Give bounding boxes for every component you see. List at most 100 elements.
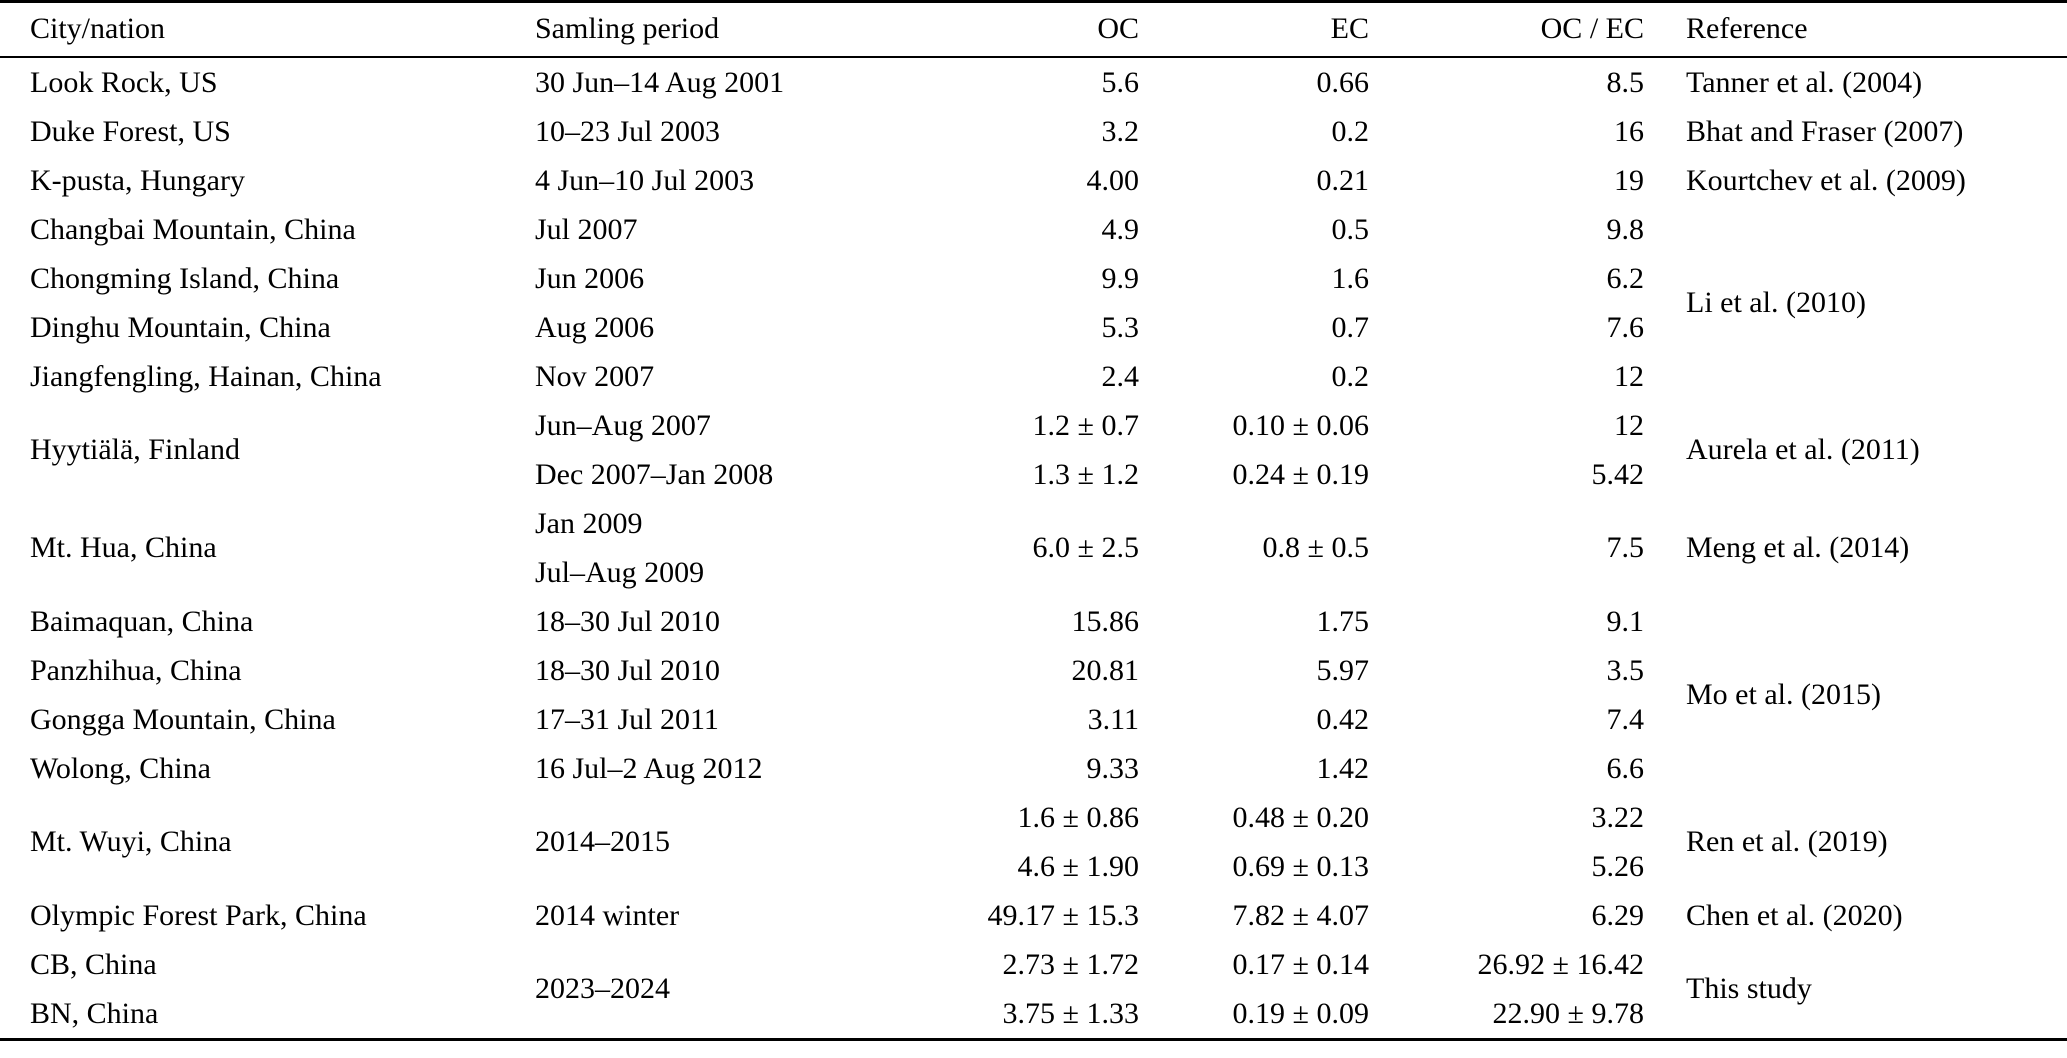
cell-ec: 0.69 ± 0.13 <box>1232 849 1369 883</box>
cell-period: 17–31 Jul 2011 <box>535 702 719 736</box>
cell-period: 30 Jun–14 Aug 2001 <box>535 65 785 99</box>
cell-ref: Meng et al. (2014) <box>1686 531 1910 564</box>
cell-oc: 1.2 ± 0.7 <box>1032 408 1139 442</box>
cell-ec: 0.19 ± 0.09 <box>1232 996 1369 1030</box>
cell-ocec: 19 <box>1614 163 1644 197</box>
column-header-ref: Reference <box>1650 1 2067 58</box>
cell-ocec: 7.4 <box>1606 702 1645 736</box>
cell-city: Look Rock, US <box>30 65 218 99</box>
cell-ref: Ren et al. (2019) <box>1686 825 1888 858</box>
cell-ec: 0.21 <box>1316 163 1370 197</box>
cell-ec: 1.75 <box>1316 604 1370 638</box>
cell-oc: 1.3 ± 1.2 <box>1032 457 1139 491</box>
cell-oc: 9.9 <box>1101 261 1140 295</box>
column-header-period: Samling period <box>535 1 940 58</box>
table-row: CB, China 2023–2024 2.73 ± 1.72 0.17 ± 0.14… <box>0 940 2067 1006</box>
cell-ocec: 6.29 <box>1591 898 1645 932</box>
cell-ocec: 16 <box>1614 114 1644 148</box>
table-row: Gongga Mountain, China 17–31 Jul 2011 3.11… <box>0 695 2067 744</box>
cell-ec: 0.2 <box>1331 359 1370 393</box>
cell-period: 2014 winter <box>535 898 680 932</box>
cell-ec: 0.24 ± 0.19 <box>1232 457 1369 491</box>
cell-ocec: 6.6 <box>1606 751 1645 785</box>
table-row: Changbai Mountain, China Jul 2007 4.9 0.5 9.… <box>0 205 2067 320</box>
cell-city: Mt. Hua, China <box>30 531 217 564</box>
cell-ec: 0.5 <box>1331 212 1370 246</box>
table-header-row: City/nation Samling period OC EC OC / EC Refe… <box>0 1 2067 58</box>
cell-oc: 4.6 ± 1.90 <box>1017 849 1139 883</box>
cell-oc: 3.11 <box>1087 702 1139 736</box>
cell-period: 18–30 Jul 2010 <box>535 604 721 638</box>
cell-city: Gongga Mountain, China <box>30 702 336 736</box>
cell-ocec: 9.1 <box>1606 604 1645 638</box>
cell-period: Jun–Aug 2007 <box>535 408 711 442</box>
cell-ec: 0.10 ± 0.06 <box>1232 408 1369 442</box>
cell-oc: 1.6 ± 0.86 <box>1017 800 1139 834</box>
cell-oc: 2.73 ± 1.72 <box>1002 947 1139 981</box>
cell-oc: 4.00 <box>1086 163 1140 197</box>
cell-period: Jun 2006 <box>535 261 645 295</box>
cell-oc: 20.81 <box>1071 653 1140 687</box>
cell-ec: 1.6 <box>1331 261 1370 295</box>
table-row: K-pusta, Hungary 4 Jun–10 Jul 2003 4.00 0.2… <box>0 156 2067 205</box>
cell-city: Mt. Wuyi, China <box>30 825 232 858</box>
cell-city: Changbai Mountain, China <box>30 212 356 246</box>
column-header-ec: EC <box>1145 1 1375 58</box>
cell-ocec: 5.42 <box>1591 457 1645 491</box>
cell-oc: 9.33 <box>1086 751 1140 785</box>
cell-ocec: 9.8 <box>1606 212 1645 246</box>
table-row: Baimaquan, China 18–30 Jul 2010 15.86 1.75 9… <box>0 597 2067 712</box>
table-row: Jiangfengling, Hainan, China Nov 2007 2.4 0… <box>0 352 2067 401</box>
cell-ocec: 3.5 <box>1606 653 1645 687</box>
cell-ref: Chen et al. (2020) <box>1686 898 1903 932</box>
table-row: 4.6 ± 1.90 0.69 ± 0.13 5.26 <box>0 842 2067 891</box>
cell-ref: Li et al. (2010) <box>1686 286 1866 319</box>
column-header-oc: OC <box>940 1 1145 58</box>
cell-period: Jul 2007 <box>535 212 638 246</box>
table-row: Duke Forest, US 10–23 Jul 2003 3.2 0.2 16 Bha… <box>0 107 2067 156</box>
cell-ocec: 7.5 <box>1606 531 1645 564</box>
cell-ocec: 12 <box>1614 359 1644 393</box>
cell-city: Baimaquan, China <box>30 604 254 638</box>
table-row: Look Rock, US 30 Jun–14 Aug 2001 5.6 0.66 8.… <box>0 57 2067 107</box>
table-row: Mt. Wuyi, China 2014–2015 1.6 ± 0.86 0.48 ±… <box>0 793 2067 859</box>
cell-ocec: 12 <box>1614 408 1644 442</box>
cell-ref: Mo et al. (2015) <box>1686 678 1881 711</box>
cell-period: 2023–2024 <box>535 972 670 1005</box>
cell-ref: Bhat and Fraser (2007) <box>1686 114 1964 148</box>
cell-ocec: 7.6 <box>1606 310 1645 344</box>
cell-city: Hyytiälä, Finland <box>30 433 240 466</box>
cell-period: Aug 2006 <box>535 310 655 344</box>
table-body: Look Rock, US 30 Jun–14 Aug 2001 5.6 0.66 8.… <box>0 57 2067 1040</box>
cell-period: 10–23 Jul 2003 <box>535 114 721 148</box>
cell-ref: Kourtchev et al. (2009) <box>1686 163 1966 197</box>
cell-period: Jan 2009 Jul–Aug 2009 <box>535 506 705 589</box>
cell-oc: 3.2 <box>1101 114 1140 148</box>
cell-city: BN, China <box>30 996 159 1030</box>
cell-oc: 5.6 <box>1101 65 1140 99</box>
table-row: Chongming Island, China Jun 2006 9.9 1.6 6.2 <box>0 254 2067 303</box>
cell-ec: 0.42 <box>1316 702 1370 736</box>
cell-city: Dinghu Mountain, China <box>30 310 331 344</box>
column-header-ocec: OC / EC <box>1375 1 1650 58</box>
table-row: BN, China 3.75 ± 1.33 0.19 ± 0.09 22.90 ± 9… <box>0 989 2067 1040</box>
cell-city: K-pusta, Hungary <box>30 163 245 197</box>
table-row: Wolong, China 16 Jul–2 Aug 2012 9.33 1.42 6.… <box>0 744 2067 793</box>
cell-ocec: 22.90 ± 9.78 <box>1492 996 1644 1030</box>
table-row: Panzhihua, China 18–30 Jul 2010 20.81 5.97 3… <box>0 646 2067 695</box>
cell-city: Chongming Island, China <box>30 261 340 295</box>
cell-ref: Aurela et al. (2011) <box>1686 433 1920 466</box>
cell-oc: 6.0 ± 2.5 <box>1032 531 1139 564</box>
cell-city: Duke Forest, US <box>30 114 231 148</box>
cell-oc: 15.86 <box>1071 604 1140 638</box>
cell-ec: 1.42 <box>1316 751 1370 785</box>
cell-city: Wolong, China <box>30 751 211 785</box>
cell-ocec: 8.5 <box>1606 65 1645 99</box>
cell-ocec: 26.92 ± 16.42 <box>1477 947 1644 981</box>
cell-ocec: 3.22 <box>1591 800 1645 834</box>
cell-period: 16 Jul–2 Aug 2012 <box>535 751 763 785</box>
cell-city: Panzhihua, China <box>30 653 242 687</box>
table-row: Dinghu Mountain, China Aug 2006 5.3 0.7 7.6 <box>0 303 2067 352</box>
